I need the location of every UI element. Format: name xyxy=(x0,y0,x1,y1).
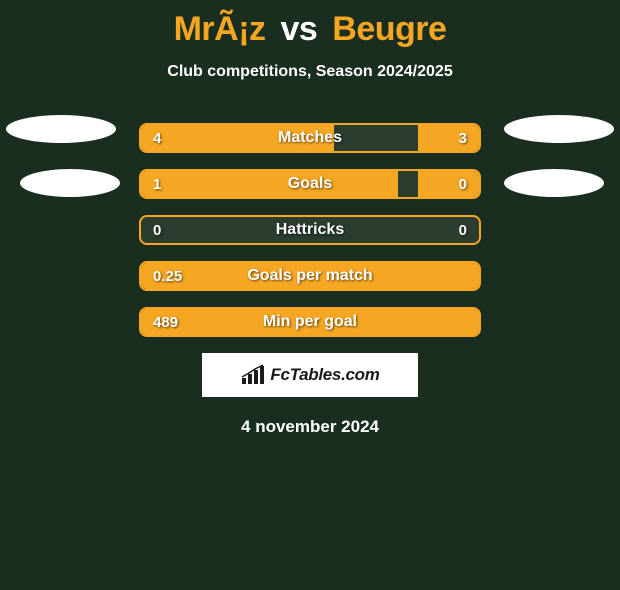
stat-row: 0Hattricks0 xyxy=(139,215,481,245)
player-right-club-badge xyxy=(504,169,604,197)
title-vs: vs xyxy=(280,10,317,48)
player-right-badges xyxy=(504,115,614,223)
logo-box[interactable]: FcTables.com xyxy=(202,353,418,397)
logo-text: FcTables.com xyxy=(270,365,379,385)
stat-row: 4Matches3 xyxy=(139,123,481,153)
stats-area: 4Matches31Goals00Hattricks00.25Goals per… xyxy=(0,123,620,337)
title-player-left: MrÃ¡z xyxy=(174,10,266,48)
stat-row: 0.25Goals per match xyxy=(139,261,481,291)
stat-label: Goals xyxy=(141,171,479,197)
stat-value-right: 3 xyxy=(459,125,467,151)
player-left-club-badge xyxy=(20,169,120,197)
stat-value-right: 0 xyxy=(459,171,467,197)
player-left-badge xyxy=(6,115,116,143)
stat-label: Min per goal xyxy=(141,309,479,335)
bar-chart-icon xyxy=(240,364,266,386)
stat-row: 489Min per goal xyxy=(139,307,481,337)
stat-row: 1Goals0 xyxy=(139,169,481,199)
player-left-badges xyxy=(6,115,120,223)
page-title: MrÃ¡z vs Beugre xyxy=(0,10,620,49)
title-player-right: Beugre xyxy=(332,10,446,48)
subtitle: Club competitions, Season 2024/2025 xyxy=(0,63,620,81)
stat-label: Hattricks xyxy=(141,217,479,243)
comparison-card: MrÃ¡z vs Beugre Club competitions, Seaso… xyxy=(0,10,620,437)
stat-value-right: 0 xyxy=(459,217,467,243)
player-right-badge xyxy=(504,115,614,143)
footer-date: 4 november 2024 xyxy=(0,417,620,437)
stat-label: Matches xyxy=(141,125,479,151)
logo: FcTables.com xyxy=(240,364,379,386)
stat-label: Goals per match xyxy=(141,263,479,289)
stat-bars: 4Matches31Goals00Hattricks00.25Goals per… xyxy=(139,123,481,337)
